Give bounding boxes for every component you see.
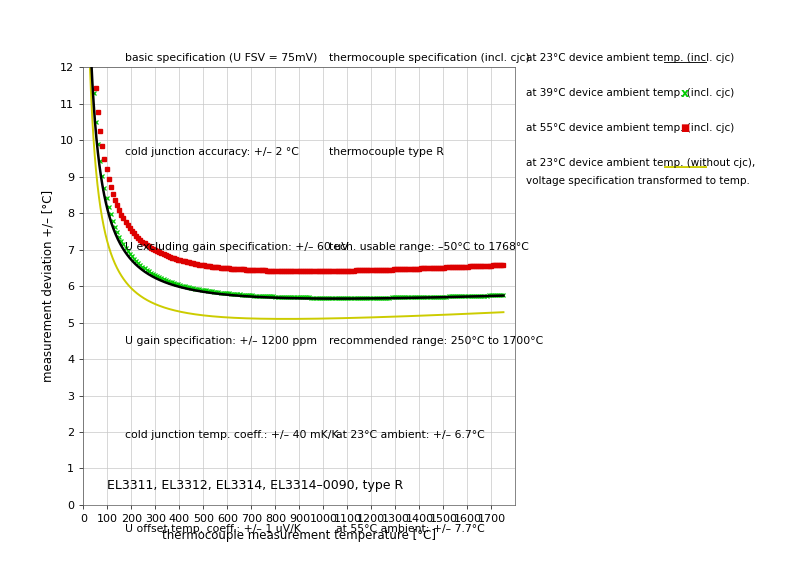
Text: basic specification (U FSV = 75mV): basic specification (U FSV = 75mV) (125, 53, 318, 63)
Text: at 55°C ambient: +/– 7.7°C: at 55°C ambient: +/– 7.7°C (329, 525, 485, 534)
Text: recommended range: 250°C to 1700°C: recommended range: 250°C to 1700°C (329, 336, 543, 346)
Text: thermocouple type R: thermocouple type R (329, 148, 444, 158)
Text: EL3311, EL3312, EL3314, EL3314–0090, type R: EL3311, EL3312, EL3314, EL3314–0090, typ… (107, 479, 404, 492)
Text: at 23°C ambient: +/– 6.7°C: at 23°C ambient: +/– 6.7°C (329, 430, 485, 440)
Text: x: x (681, 87, 689, 100)
Text: at 39°C device ambient temp. (incl. cjc): at 39°C device ambient temp. (incl. cjc) (526, 88, 734, 98)
Text: cold junction accuracy: +/– 2 °C: cold junction accuracy: +/– 2 °C (125, 148, 299, 158)
Text: thermocouple specification (incl. cjc): thermocouple specification (incl. cjc) (329, 53, 530, 63)
Y-axis label: measurement deviation +/– [°C]: measurement deviation +/– [°C] (41, 190, 55, 382)
Text: ■: ■ (680, 123, 690, 134)
Text: U excluding gain specification: +/– 60 uV: U excluding gain specification: +/– 60 u… (125, 242, 349, 252)
Text: tech. usable range: –50°C to 1768°C: tech. usable range: –50°C to 1768°C (329, 242, 529, 252)
Text: U gain specification: +/– 1200 ppm: U gain specification: +/– 1200 ppm (125, 336, 317, 346)
Text: at 23°C device ambient temp. (incl. cjc): at 23°C device ambient temp. (incl. cjc) (526, 53, 734, 63)
Text: at 55°C device ambient temp. (incl. cjc): at 55°C device ambient temp. (incl. cjc) (526, 123, 734, 133)
Text: voltage specification transformed to temp.: voltage specification transformed to tem… (526, 176, 749, 186)
Text: U offset temp. coeff.: +/– 1 uV/K: U offset temp. coeff.: +/– 1 uV/K (125, 525, 301, 534)
Text: cold junction temp. coeff.: +/– 40 mK/K: cold junction temp. coeff.: +/– 40 mK/K (125, 430, 339, 440)
X-axis label: thermocouple measurement temperature [°C]: thermocouple measurement temperature [°C… (163, 530, 436, 542)
Text: at 23°C device ambient temp. (without cjc),: at 23°C device ambient temp. (without cj… (526, 158, 755, 168)
